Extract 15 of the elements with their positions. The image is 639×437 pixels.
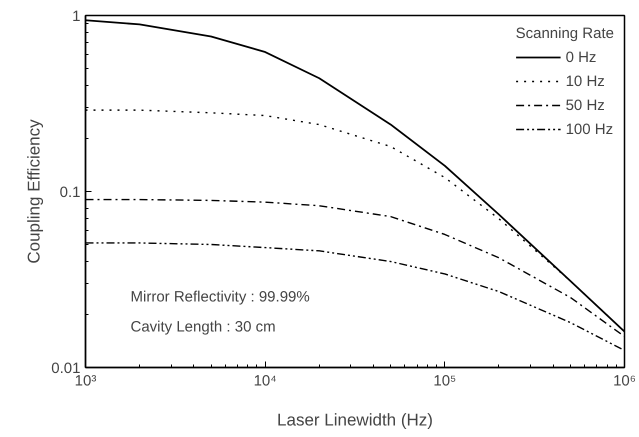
x-axis-title: Laser Linewidth (Hz) <box>277 410 433 430</box>
legend-label: 0 Hz <box>566 48 596 66</box>
legend-label: 10 Hz <box>566 72 605 90</box>
annotation: Cavity Length : 30 cm <box>130 318 276 336</box>
y-tick-label: 1 <box>72 8 80 25</box>
x-tick-label: 10⁶ <box>613 372 636 390</box>
x-tick-label: 10⁴ <box>254 372 277 390</box>
y-tick-label: 0.1 <box>60 184 81 201</box>
y-axis-title: Coupling Efficiency <box>24 118 44 264</box>
legend-label: 50 Hz <box>566 96 605 114</box>
annotation: Mirror Reflectivity : 99.99% <box>130 288 310 306</box>
legend-label: 100 Hz <box>566 120 614 138</box>
x-tick-label: 10³ <box>74 372 96 390</box>
legend-title: Scanning Rate <box>516 25 614 42</box>
x-tick-label: 10⁵ <box>433 372 456 390</box>
